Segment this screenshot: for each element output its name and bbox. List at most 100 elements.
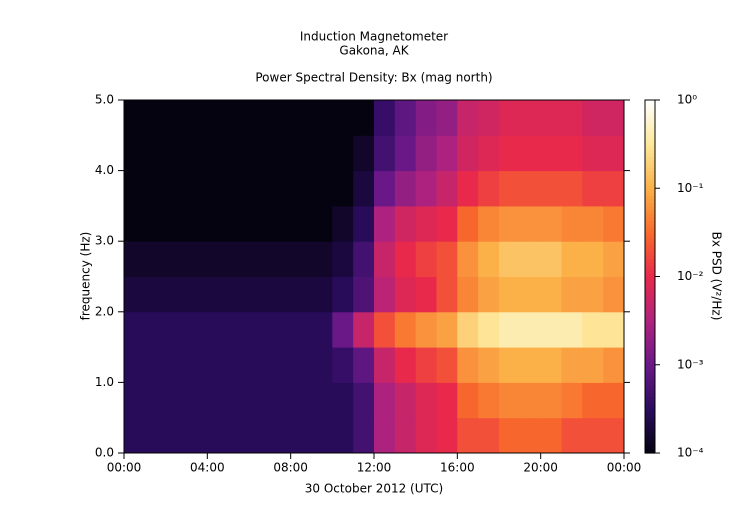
heatmap-cell (457, 347, 479, 383)
heatmap-cell (311, 170, 333, 207)
heatmap-cell (186, 382, 208, 419)
heatmap-cell (561, 170, 583, 207)
x-tick-label: 20:00 (523, 461, 558, 475)
colorbar-segment (645, 435, 655, 440)
heatmap-cell (499, 205, 521, 242)
heatmap-cell (124, 417, 146, 454)
heatmap-cell (561, 417, 583, 454)
heatmap-cell (603, 205, 625, 242)
colorbar-segment (645, 315, 655, 320)
heatmap-cell (499, 417, 521, 454)
y-tick-label: 3.0 (95, 234, 114, 248)
heatmap-cell (332, 241, 354, 277)
heatmap-cell (165, 382, 187, 419)
heatmap-cell (290, 311, 312, 348)
heatmap-cell (332, 347, 354, 383)
colorbar-segment (645, 407, 655, 412)
heatmap-cell (540, 382, 562, 419)
heatmap-cell (353, 205, 375, 242)
colorbar-segment (645, 184, 655, 189)
heatmap-cell (165, 241, 187, 277)
colorbar-segment (645, 385, 655, 391)
heatmap-cell (332, 170, 354, 207)
colorbar-segment (645, 417, 655, 422)
colorbar-segment (645, 223, 655, 228)
heatmap-cell (519, 382, 542, 419)
heatmap-cell (436, 205, 458, 242)
heatmap-cell (290, 135, 312, 172)
heatmap-cell (394, 382, 417, 419)
colorbar-segment (645, 371, 655, 376)
colorbar-segment (645, 149, 655, 154)
heatmap-cell (582, 100, 604, 136)
colorbar-segment (645, 103, 655, 108)
heatmap-cell (540, 205, 562, 242)
heatmap-cell (519, 311, 542, 348)
heatmap-cell (144, 347, 167, 383)
colorbar-segment (645, 449, 655, 454)
heatmap-cell (186, 100, 208, 136)
heatmap-cell (561, 135, 583, 172)
colorbar-segment (645, 209, 655, 214)
heatmap-cell (124, 205, 146, 242)
heatmap-cell (519, 205, 542, 242)
colorbar-segment (645, 124, 655, 129)
heatmap-cell (269, 311, 292, 348)
heatmap-cell (540, 170, 562, 207)
y-tick-label: 1.0 (95, 375, 114, 389)
heatmap-cell (478, 170, 500, 207)
colorbar-segment (645, 311, 655, 316)
colorbar-segment (645, 212, 655, 218)
heatmap-cell (436, 241, 458, 277)
heatmap-cell (207, 170, 229, 207)
heatmap-cell (478, 382, 500, 419)
heatmap-cell (603, 311, 625, 348)
heatmap-cell (499, 241, 521, 277)
heatmap-cell (478, 417, 500, 454)
heatmap-cell (249, 205, 271, 242)
heatmap-cell (165, 205, 187, 242)
heatmap-cell (269, 276, 292, 313)
heatmap-cell (561, 347, 583, 383)
heatmap-cell (249, 241, 271, 277)
colorbar-segment (645, 368, 655, 373)
heatmap-cell (499, 347, 521, 383)
colorbar-segment (645, 135, 655, 140)
heatmap-cell (415, 417, 437, 454)
colorbar-segment (645, 361, 655, 366)
heatmap-cell (144, 417, 167, 454)
heatmap-cell (478, 205, 500, 242)
heatmap-cell (290, 205, 312, 242)
heatmap-cell (228, 205, 250, 242)
x-tick-label: 12:00 (357, 461, 392, 475)
heatmap-cell (457, 135, 479, 172)
heatmap-cell (457, 417, 479, 454)
heatmap-cell (311, 311, 333, 348)
heatmap-cell (311, 135, 333, 172)
heatmap-cell (582, 311, 604, 348)
heatmap-cell (165, 276, 187, 313)
heatmap-cell (249, 347, 271, 383)
heatmap-cell (186, 135, 208, 172)
heatmap-cell (353, 382, 375, 419)
colorbar-segment (645, 248, 655, 253)
heatmap-cell (603, 276, 625, 313)
heatmap-cell (374, 417, 396, 454)
heatmap-cell (269, 135, 292, 172)
heatmap-cell (457, 100, 479, 136)
colorbar-segment (645, 318, 655, 323)
colorbar-segment (645, 251, 655, 256)
colorbar-segment (645, 329, 655, 334)
heatmap-cell (269, 100, 292, 136)
colorbar-segment (645, 421, 655, 426)
heatmap-cell (332, 135, 354, 172)
heatmap-cell (269, 241, 292, 277)
colorbar-segment (645, 244, 655, 249)
heatmap-cell (415, 241, 437, 277)
heatmap-cell (186, 170, 208, 207)
heatmap-cell (374, 170, 396, 207)
heatmap-cell (207, 241, 229, 277)
heatmap-cell (394, 135, 417, 172)
colorbar-segment (645, 241, 655, 246)
heatmap-cell (228, 311, 250, 348)
